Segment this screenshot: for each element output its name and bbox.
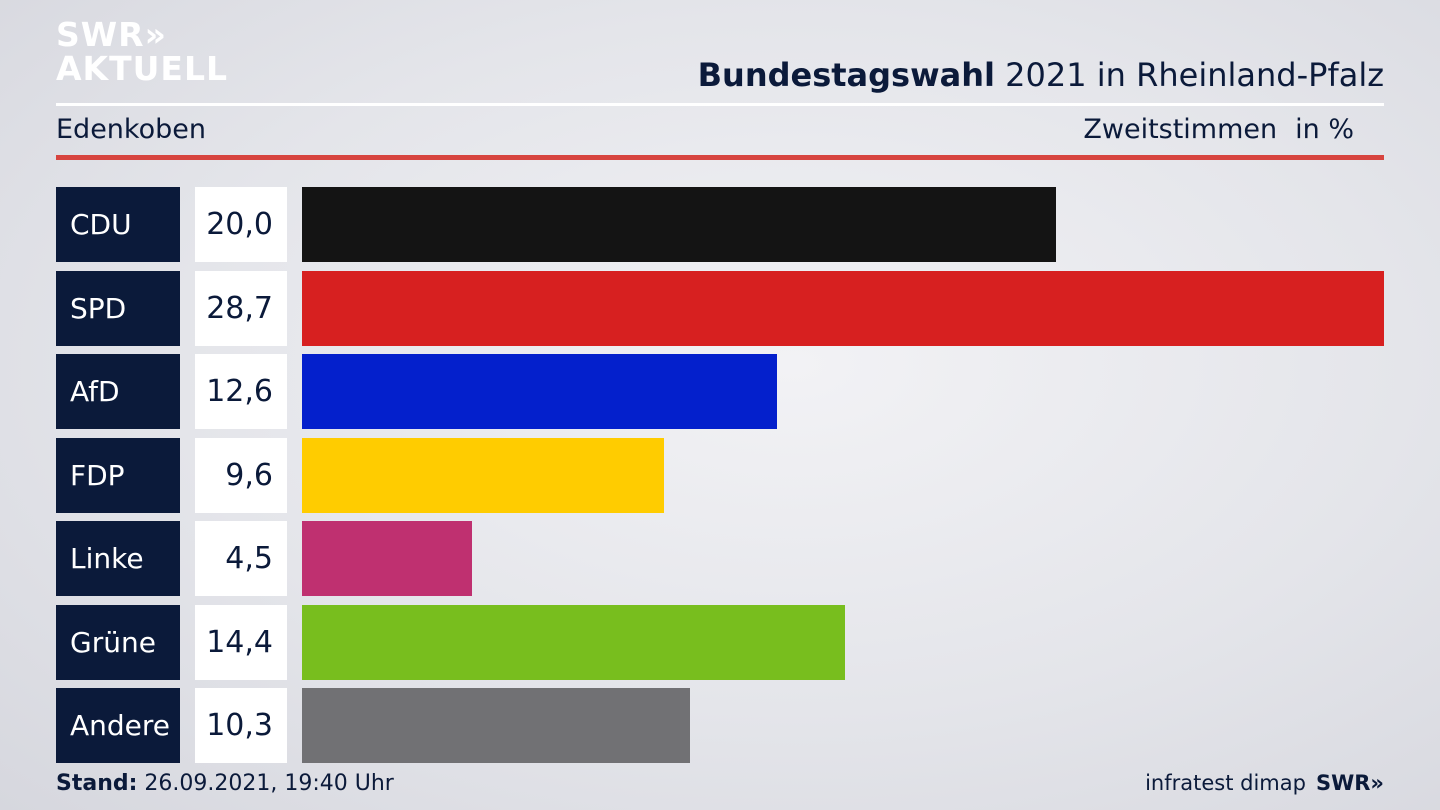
bar-row: CDU 20,0 (56, 187, 1384, 262)
bar-row: Grüne 14,4 (56, 605, 1384, 680)
bar-row: SPD 28,7 (56, 271, 1384, 346)
party-label: Grüne (56, 605, 180, 680)
value-label: 20,0 (195, 187, 287, 262)
logo-line-2: AKTUELL (56, 49, 229, 88)
value-label: 28,7 (195, 271, 287, 346)
value-label: 10,3 (195, 688, 287, 763)
swr-brand-logo: SWR» (1315, 771, 1384, 795)
header-divider (56, 103, 1384, 106)
bar-row: Andere 10,3 (56, 688, 1384, 763)
bar (302, 354, 777, 429)
source-label: infratest dimap (1145, 771, 1306, 795)
vote-meta: Zweitstimmen in % (1083, 114, 1354, 145)
party-label: Linke (56, 521, 180, 596)
value-label: 14,4 (195, 605, 287, 680)
timestamp: Stand: 26.09.2021, 19:40 Uhr (56, 771, 394, 796)
timestamp-value: 26.09.2021, 19:40 Uhr (137, 771, 394, 796)
bar (302, 187, 1056, 262)
party-label: SPD (56, 271, 180, 346)
bar-row: Linke 4,5 (56, 521, 1384, 596)
bar (302, 521, 472, 596)
logo-line-1: SWR» (56, 15, 167, 54)
accent-divider (56, 155, 1384, 160)
party-label: CDU (56, 187, 180, 262)
bar-row: FDP 9,6 (56, 438, 1384, 513)
party-label: AfD (56, 354, 180, 429)
unit-label: in % (1295, 114, 1354, 145)
title-rest: 2021 in Rheinland-Pfalz (995, 56, 1384, 94)
timestamp-label: Stand: (56, 771, 138, 796)
region-label: Edenkoben (56, 114, 206, 145)
value-label: 9,6 (195, 438, 287, 513)
value-label: 4,5 (195, 521, 287, 596)
source-credit: infratest dimap SWR» (1145, 771, 1384, 795)
bar-chart: CDU 20,0 SPD 28,7 AfD 12,6 FDP 9,6 Linke 4,5 Grüne… (56, 187, 1384, 763)
page-title: Bundestagswahl 2021 in Rheinland-Pfalz (698, 56, 1384, 94)
bar (302, 605, 845, 680)
bar (302, 271, 1384, 346)
bar (302, 438, 664, 513)
party-label: Andere (56, 688, 180, 763)
swr-aktuell-logo: SWR» AKTUELL (56, 18, 228, 86)
title-bold: Bundestagswahl (697, 56, 995, 94)
vote-type-label: Zweitstimmen (1083, 114, 1278, 145)
party-label: FDP (56, 438, 180, 513)
value-label: 12,6 (195, 354, 287, 429)
bar (302, 688, 690, 763)
bar-row: AfD 12,6 (56, 354, 1384, 429)
